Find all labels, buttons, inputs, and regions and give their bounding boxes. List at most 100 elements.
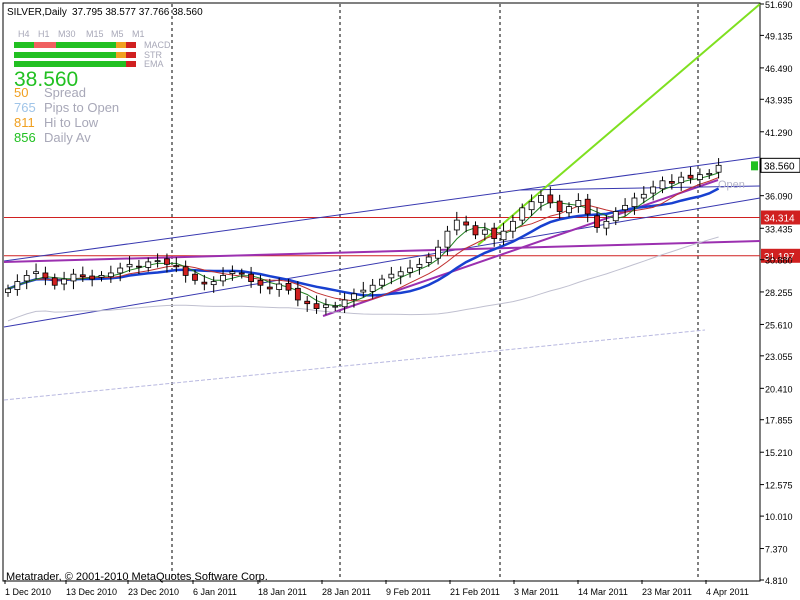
candle-bear xyxy=(257,279,264,286)
candle-bull xyxy=(697,174,703,180)
candle-bear xyxy=(89,275,96,280)
timeframe-labels: H4 H1 M30 M15 M5 M1 xyxy=(18,29,145,39)
candle-bull xyxy=(360,289,367,293)
candle-bear xyxy=(238,272,245,275)
y-tick-label: 49.135 xyxy=(765,31,793,41)
current-price-marker xyxy=(751,161,758,171)
info-value: 856 xyxy=(14,130,36,145)
y-tick-label: 10.010 xyxy=(765,512,793,522)
candle-bull xyxy=(397,271,404,277)
price-level-tag xyxy=(761,248,800,263)
channel-bottom xyxy=(3,197,761,328)
candle-bull xyxy=(341,299,348,308)
x-tick-label: 1 Dec 2010 xyxy=(5,587,51,597)
y-tick-label: 23.055 xyxy=(765,352,793,362)
candle-bear xyxy=(173,265,180,268)
candle-bear xyxy=(463,221,470,226)
info-value: 765 xyxy=(14,100,36,115)
candle-bull xyxy=(416,263,423,268)
candle-bull xyxy=(435,246,442,259)
red-ma-line xyxy=(7,177,719,302)
period-separators xyxy=(171,4,699,580)
candle-bull xyxy=(98,275,105,278)
candle-bear xyxy=(584,198,591,215)
indicator-cell xyxy=(56,61,78,67)
y-tick-label: 25.610 xyxy=(765,320,793,330)
y-tick-label: 28.255 xyxy=(765,288,793,298)
candle-bull xyxy=(500,230,507,241)
candle-bull xyxy=(117,267,124,274)
candle-bull xyxy=(519,207,526,221)
open-annotation: Open xyxy=(718,179,745,191)
candle-bear xyxy=(556,200,563,212)
y-axis: 38.560 51.690 49.135 46.490 43.935 41.290 36.0… xyxy=(751,0,800,586)
candle-bear xyxy=(42,272,49,279)
chart-title: SILVER,Daily xyxy=(7,7,67,18)
indicator-cell xyxy=(34,61,56,67)
y-tick-label: 33.435 xyxy=(765,224,793,234)
x-tick-label: 9 Feb 2011 xyxy=(386,587,431,597)
indicator-cell xyxy=(116,52,126,58)
indicator-cell xyxy=(116,42,126,48)
indicator-cell xyxy=(126,52,136,58)
green-trend xyxy=(477,3,761,246)
candle-bear xyxy=(668,181,675,184)
price-level-label: 31.197 xyxy=(764,252,795,263)
info-rows: 50 Spread 765 Pips to Open 811 Hi to Low 856 Da… xyxy=(14,85,119,145)
x-tick-label: 21 Feb 2011 xyxy=(450,587,500,597)
candle-bull xyxy=(612,211,619,222)
candle-bull xyxy=(575,200,582,208)
candle-bull xyxy=(14,281,21,290)
y-tick-label: 36.090 xyxy=(765,192,793,202)
candle-bull xyxy=(220,275,226,282)
y-tick-label: 7.370 xyxy=(765,545,788,555)
info-label: Daily Av xyxy=(44,130,91,145)
indicator-cell xyxy=(34,52,56,58)
y-tick-label: 17.855 xyxy=(765,416,793,426)
blue-short-line xyxy=(519,185,761,191)
candle-bear xyxy=(472,225,479,236)
candle-bull xyxy=(659,180,666,190)
info-value: 50 xyxy=(14,85,28,100)
y-tick-label: 51.690 xyxy=(765,0,793,10)
y-tick-label: 46.490 xyxy=(765,64,793,74)
candle-bear xyxy=(266,286,273,290)
candle-bull xyxy=(107,272,114,278)
x-axis: 1 Dec 2010 13 Dec 2010 23 Dec 2010 6 Jan 20… xyxy=(4,580,749,597)
x-tick-label: 3 Mar 2011 xyxy=(514,587,559,597)
horizontal-levels: 34.314 31.197 xyxy=(4,210,800,263)
overlay: SILVER,Daily 37.795 38.577 37.766 38.560… xyxy=(6,7,745,583)
indicator-label: STR xyxy=(144,50,163,60)
y-tick-label: 41.290 xyxy=(765,128,793,138)
candle-bull xyxy=(388,273,395,279)
candle-bull xyxy=(276,283,283,290)
candle-bull xyxy=(706,173,713,176)
y-tick-label: 15.210 xyxy=(765,448,793,458)
timeframe-label: M5 xyxy=(111,29,124,39)
copyright: Metatrader, © 2001-2010 MetaQuotes Softw… xyxy=(6,571,268,583)
price-level-label: 34.314 xyxy=(764,213,795,224)
indicator-cell xyxy=(78,52,116,58)
candle-bull xyxy=(566,206,572,214)
candle-bear xyxy=(182,266,189,276)
y-tick-label: 4.810 xyxy=(765,576,788,586)
candle-bull xyxy=(631,197,638,208)
candle-bear xyxy=(51,277,58,286)
indicator-cell xyxy=(78,42,116,48)
candle-bear xyxy=(192,273,198,281)
candle-bull xyxy=(622,204,628,211)
timeframe-label: M15 xyxy=(86,29,104,39)
candle-bear xyxy=(594,215,600,228)
indicator-cell xyxy=(34,42,56,48)
candle-bear xyxy=(248,273,255,282)
info-label: Pips to Open xyxy=(44,100,119,115)
candle-bull xyxy=(528,201,535,211)
timeframe-label: M1 xyxy=(132,29,145,39)
info-label: Spread xyxy=(44,85,86,100)
candle-bear xyxy=(547,194,554,204)
green-ma-line xyxy=(7,172,719,307)
candle-bull xyxy=(453,219,460,231)
indicator-cell xyxy=(14,42,34,48)
candle-bull xyxy=(5,288,11,294)
